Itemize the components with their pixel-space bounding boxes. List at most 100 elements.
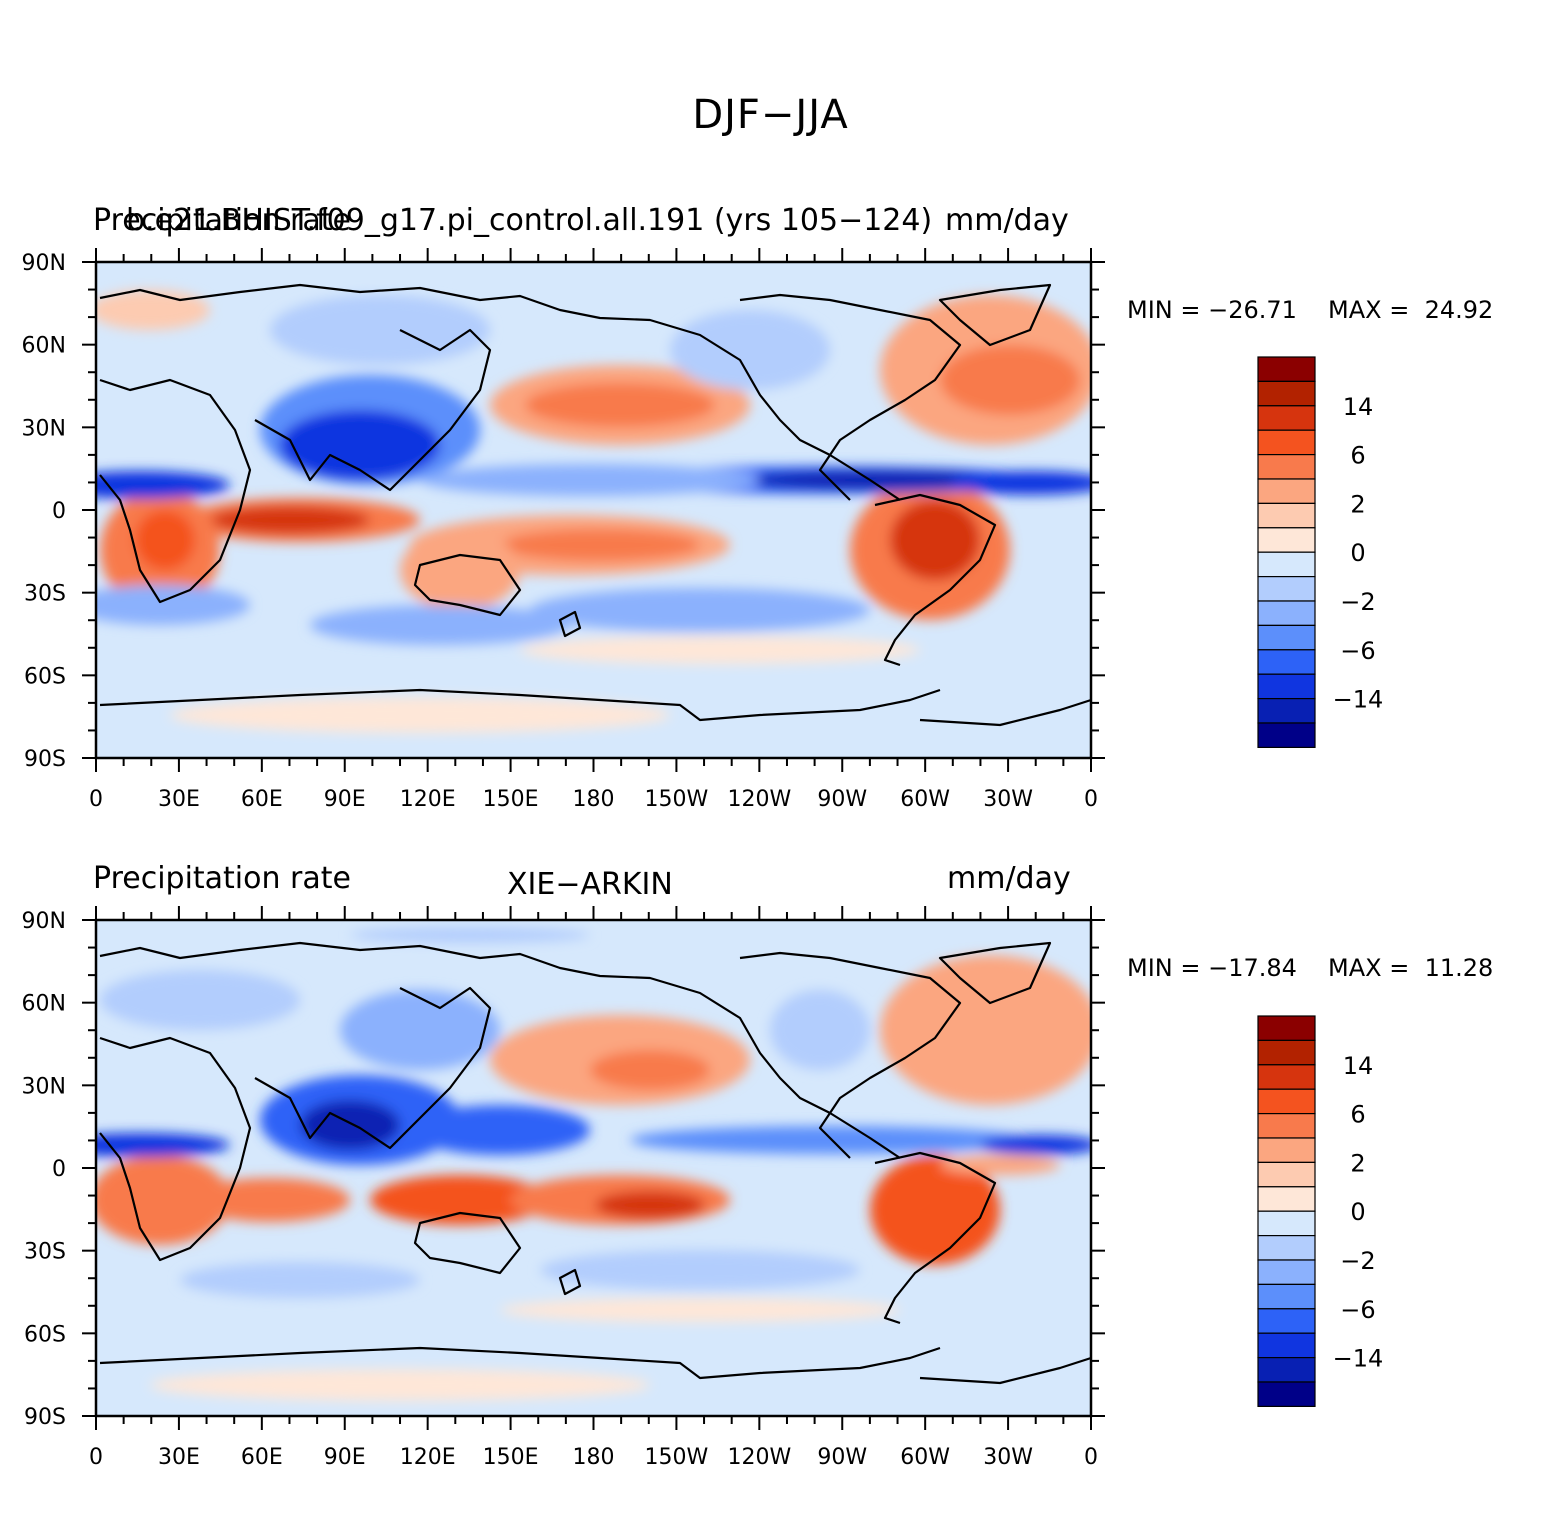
- colorbar-swatch: [1257, 1283, 1316, 1310]
- colorbar-swatch: [1257, 1064, 1316, 1090]
- colorbar-label: 0: [1350, 539, 1365, 567]
- lon-tick-label: 150E: [483, 1445, 539, 1470]
- lon-tick-label: 180: [573, 1445, 615, 1470]
- lon-tick-label: 30W: [983, 1445, 1033, 1470]
- colorbar-swatch: [1257, 1137, 1316, 1163]
- lat-tick-label: 0: [52, 499, 66, 524]
- lon-tick-label: 60W: [900, 1445, 950, 1470]
- main-title: DJF−JJA: [692, 92, 849, 138]
- colorbar-swatch: [1257, 697, 1316, 724]
- lat-tick-label: 90S: [24, 1405, 66, 1430]
- lon-tick-label: 120W: [727, 787, 791, 812]
- colorbar-swatch: [1257, 575, 1316, 602]
- panel2-min-text: MIN = −17.84: [1127, 954, 1297, 982]
- lon-tick-label: 150W: [645, 787, 709, 812]
- colorbar-label: 2: [1350, 490, 1365, 518]
- lon-tick-label: 0: [1084, 1445, 1098, 1470]
- lat-tick-label: 30N: [22, 416, 66, 441]
- colorbar-swatch: [1257, 1308, 1316, 1334]
- panel2-max-text: MAX = 11.28: [1328, 954, 1494, 982]
- colorbar-label: −14: [1333, 686, 1384, 714]
- panel1-colorbar: 14 6 2 0 −2 −6 −14: [1257, 356, 1384, 748]
- precip-field-model: [96, 262, 1091, 758]
- colorbar-swatch: [1257, 478, 1316, 504]
- lat-tick-label: 30S: [24, 582, 66, 607]
- colorbar-label: −2: [1340, 588, 1375, 616]
- lon-tick-label: 90W: [817, 787, 867, 812]
- colorbar-label: 14: [1343, 1052, 1374, 1080]
- lon-tick-label: 0: [1084, 787, 1098, 812]
- panel1-lon-axis: 0 30E 60E 90E 120E 150E 180 150W 120W 90W 60W 30W 0: [89, 248, 1098, 812]
- lat-tick-label: 90N: [22, 251, 66, 276]
- colorbar-swatch: [1257, 1015, 1316, 1041]
- colorbar-swatch: [1257, 454, 1316, 480]
- colorbar-swatch: [1257, 1234, 1316, 1261]
- colorbar-swatch: [1257, 1381, 1316, 1407]
- panel2-lon-axis: 0 30E 60E 90E 120E 150E 180 150W 120W 90W 60W 30W 0: [89, 906, 1098, 1470]
- colorbar-swatch: [1257, 673, 1316, 700]
- colorbar-swatch: [1257, 527, 1316, 553]
- colorbar-swatch: [1257, 502, 1316, 529]
- panel2-case-label: XIE−ARKIN: [507, 867, 673, 902]
- lon-tick-label: 60E: [241, 787, 283, 812]
- colorbar-swatch: [1257, 429, 1316, 456]
- lon-tick-label: 90W: [817, 1445, 867, 1470]
- panel1-max-text: MAX = 24.92: [1328, 296, 1494, 324]
- lon-tick-label: 150W: [645, 1445, 709, 1470]
- colorbar-label: −6: [1340, 637, 1375, 665]
- lon-tick-label: 180: [573, 787, 615, 812]
- panel1-variable-label: Precipitation rate: [93, 203, 351, 238]
- colorbar-label: −2: [1340, 1247, 1375, 1275]
- colorbar-swatch: [1257, 649, 1316, 675]
- colorbar-swatch: [1257, 1088, 1316, 1115]
- lon-tick-label: 60E: [241, 1445, 283, 1470]
- lon-tick-label: 30E: [158, 1445, 200, 1470]
- colorbar-swatch: [1257, 1112, 1316, 1139]
- precip-field-observed: [96, 920, 1091, 1416]
- panel2-variable-label: Precipitation rate: [93, 861, 351, 896]
- lon-tick-label: 120E: [400, 1445, 456, 1470]
- lon-tick-label: 90E: [324, 1445, 366, 1470]
- colorbar-swatch: [1257, 405, 1316, 431]
- colorbar-label: 14: [1343, 393, 1374, 421]
- lon-tick-label: 90E: [324, 787, 366, 812]
- lat-tick-label: 90N: [22, 909, 66, 934]
- lat-tick-label: 60S: [24, 664, 66, 689]
- lon-tick-label: 120E: [400, 787, 456, 812]
- panel2-units-label: mm/day: [947, 861, 1071, 896]
- lat-tick-label: 30N: [22, 1074, 66, 1099]
- lon-tick-label: 0: [89, 1445, 103, 1470]
- panel1-units-label: mm/day: [945, 203, 1069, 238]
- panel1-case-label: b.e21.BHIST.f09_g17.pi_control.all.191 (…: [126, 203, 933, 238]
- panel2-colorbar: 14 6 2 0 −2 −6 −14: [1257, 1015, 1384, 1407]
- lon-tick-label: 0: [89, 787, 103, 812]
- panel1-min-text: MIN = −26.71: [1127, 296, 1297, 324]
- lat-tick-label: 0: [52, 1157, 66, 1182]
- colorbar-label: 0: [1350, 1198, 1365, 1226]
- colorbar-swatch: [1257, 1039, 1316, 1066]
- colorbar-swatch: [1257, 1186, 1316, 1212]
- colorbar-label: −6: [1340, 1296, 1375, 1324]
- colorbar-label: −14: [1333, 1345, 1384, 1373]
- lat-tick-label: 90S: [24, 747, 66, 772]
- lon-tick-label: 30W: [983, 787, 1033, 812]
- colorbar-swatch: [1257, 380, 1316, 407]
- colorbar-swatch: [1257, 1161, 1316, 1188]
- colorbar-label: 6: [1350, 1101, 1365, 1129]
- colorbar-swatch: [1257, 1332, 1316, 1359]
- lon-tick-label: 150E: [483, 787, 539, 812]
- panel2-lat-axis: 90N 60N 30N 0 30S 60S 90S: [22, 909, 1105, 1430]
- map-panel-model: 90N 60N 30N 0 30S 60S 90S 0 30E 60E 90E 120E 150E 18…: [22, 248, 1384, 812]
- colorbar-swatch: [1257, 1356, 1316, 1383]
- colorbar-label: 2: [1350, 1149, 1365, 1177]
- lat-tick-label: 60S: [24, 1322, 66, 1347]
- lat-tick-label: 60N: [22, 992, 66, 1017]
- colorbar-swatch: [1257, 1210, 1316, 1237]
- lon-tick-label: 60W: [900, 787, 950, 812]
- lat-tick-label: 60N: [22, 334, 66, 359]
- colorbar-swatch: [1257, 722, 1316, 748]
- lon-tick-label: 30E: [158, 787, 200, 812]
- colorbar-swatch: [1257, 356, 1316, 382]
- lon-tick-label: 120W: [727, 1445, 791, 1470]
